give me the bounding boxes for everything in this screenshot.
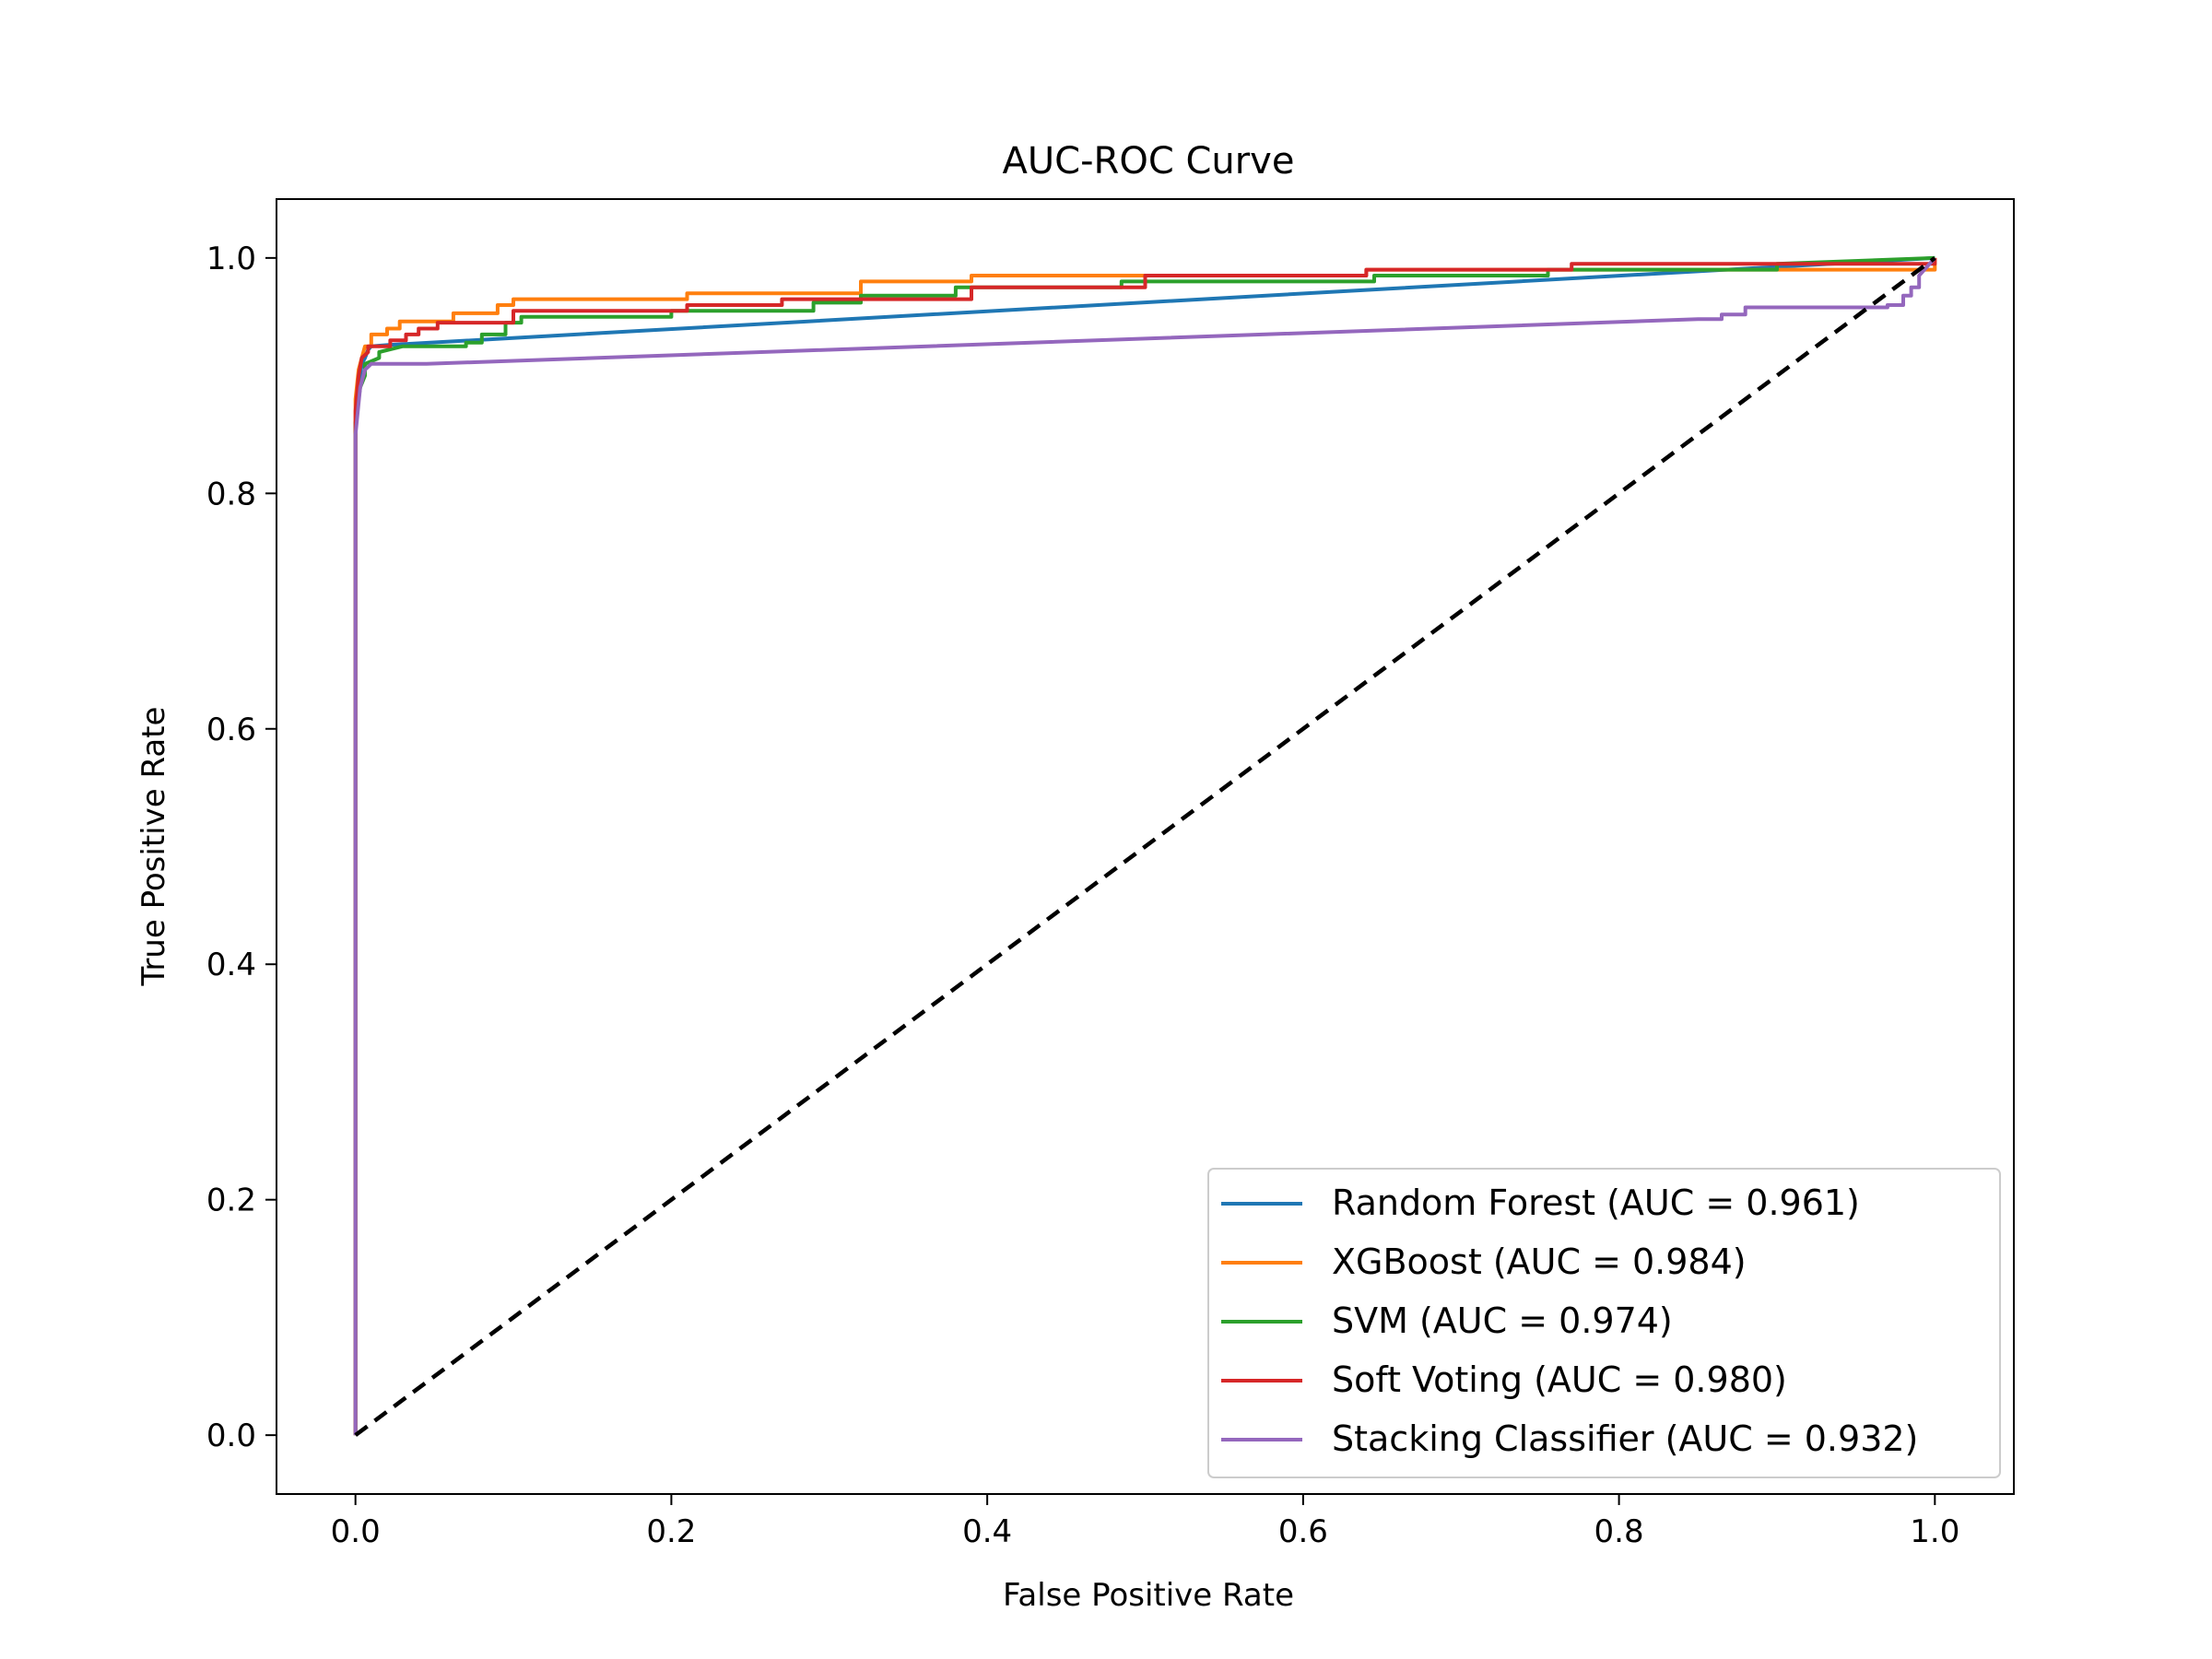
roc-line-soft-voting <box>353 257 1937 1436</box>
chance-diagonal-line <box>354 256 1936 1437</box>
plot-frame <box>276 198 2015 1495</box>
y-tick-label: 0.2 <box>206 1182 256 1219</box>
legend-label: Soft Voting (AUC = 0.980) <box>1332 1359 1787 1400</box>
x-tick-label: 0.4 <box>962 1513 1012 1550</box>
y-tick-label: 0.8 <box>206 476 256 512</box>
x-axis-label: False Positive Rate <box>1003 1577 1294 1614</box>
roc-line-stacking-classifier <box>353 256 1936 1436</box>
x-tick-label: 0.6 <box>1278 1513 1328 1550</box>
x-tick-label: 0.0 <box>331 1513 381 1550</box>
legend: Random Forest (AUC = 0.961) XGBoost (AUC … <box>1207 1168 2001 1478</box>
y-tick-label: 0.0 <box>206 1418 256 1454</box>
x-tick-label: 1.0 <box>1910 1513 1959 1550</box>
series-layer <box>353 255 1937 1437</box>
roc-line-svm <box>353 255 1936 1436</box>
y-axis-ticks: 0.0 0.2 0.4 0.6 0.8 1.0 <box>206 241 276 1454</box>
x-tick-label: 0.2 <box>646 1513 696 1550</box>
legend-label: Random Forest (AUC = 0.961) <box>1332 1182 1860 1223</box>
legend-label: SVM (AUC = 0.974) <box>1332 1300 1673 1341</box>
legend-entries: Random Forest (AUC = 0.961) XGBoost (AUC … <box>1221 1182 1918 1459</box>
chart-title: AUC-ROC Curve <box>1003 140 1295 182</box>
x-axis-ticks: 0.0 0.2 0.4 0.6 0.8 1.0 <box>331 1494 1959 1550</box>
legend-box <box>1207 1168 2001 1478</box>
y-tick-label: 0.6 <box>206 712 256 748</box>
y-axis-label: True Positive Rate <box>135 707 172 987</box>
legend-label: Stacking Classifier (AUC = 0.932) <box>1332 1418 1918 1459</box>
y-tick-label: 1.0 <box>206 241 256 277</box>
legend-label: XGBoost (AUC = 0.984) <box>1332 1241 1747 1282</box>
x-tick-label: 0.8 <box>1594 1513 1644 1550</box>
y-tick-label: 0.4 <box>206 947 256 983</box>
